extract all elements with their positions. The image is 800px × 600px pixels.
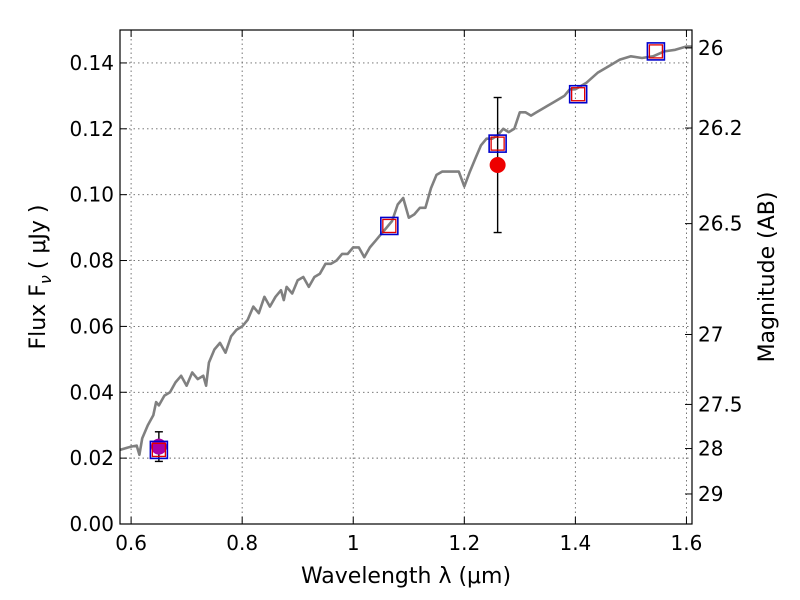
ticks-layer: 0.6 0.8 1 1.2 1.4 1.6 0.00 0.02 0.04 0.06 0.08 0.10… [69, 30, 743, 555]
model-point [151, 442, 167, 458]
y2-tick-label: 26.2 [698, 116, 743, 140]
filter-box [149, 440, 169, 460]
observation-point [489, 157, 506, 174]
x-tick-label: 1.2 [448, 531, 480, 555]
points-layer [149, 42, 666, 463]
spectrum-layer [119, 45, 692, 457]
x-tick-label: 0.8 [226, 531, 258, 555]
plot-frame [119, 29, 693, 525]
x-axis-label: Wavelength λ (μm) [301, 564, 511, 589]
y-tick-label: 0.06 [69, 314, 114, 338]
y2-axis-label: Magnitude (AB) [755, 192, 780, 363]
y-tick-label: 0.08 [69, 249, 114, 273]
y2-tick-label: 29 [698, 482, 723, 506]
filter-box [488, 134, 507, 153]
y-tick-label: 0.04 [69, 380, 114, 404]
y2-tick-label: 27.5 [698, 392, 743, 416]
y-axis-label: Flux Fν( μJy ) [26, 205, 55, 350]
model-point [490, 136, 505, 151]
model-point [648, 44, 664, 59]
y2-tick-label: 26 [698, 36, 723, 60]
x-tick-label: 1.6 [671, 531, 703, 555]
y2-tick-label: 26.5 [698, 212, 743, 236]
y-tick-label: 0.14 [69, 51, 114, 75]
y2-tick-label: 27 [698, 322, 723, 346]
filter-box [646, 42, 666, 61]
model-point [382, 218, 397, 234]
x-tick-label: 0.6 [115, 531, 147, 555]
y-tick-label: 0.10 [69, 183, 114, 207]
grid [120, 30, 692, 524]
y-axis-label-group: Flux Fν( μJy ) [26, 205, 55, 350]
y2-tick-label: 28 [698, 437, 723, 461]
x-tick-label: 1 [347, 531, 360, 555]
y-tick-label: 0.00 [69, 512, 114, 536]
plot-background [120, 30, 692, 524]
y2-axis-label-group: Magnitude (AB) [755, 192, 780, 363]
x-tick-label: 1.4 [559, 531, 591, 555]
filter-box [568, 84, 588, 104]
model-point [571, 87, 586, 102]
spectrum-line [119, 45, 692, 457]
filter-box [380, 216, 399, 236]
y-tick-label: 0.12 [69, 117, 114, 141]
y-tick-label: 0.02 [69, 446, 114, 470]
